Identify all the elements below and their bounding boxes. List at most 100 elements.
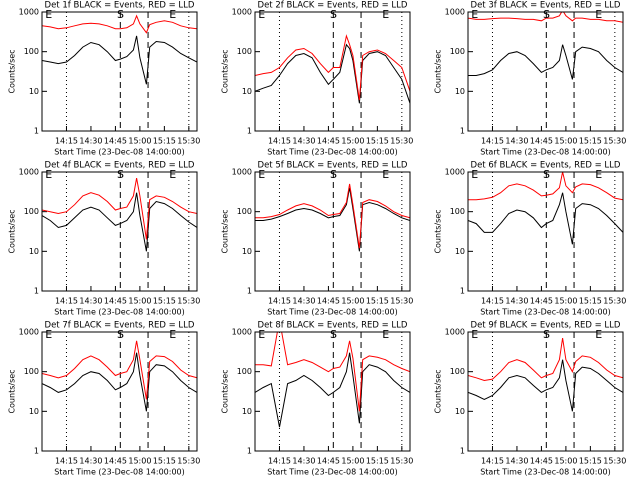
data-line xyxy=(42,192,197,252)
y-axis-label: Counts/sec xyxy=(221,209,230,253)
x-tick-label: 15:00 xyxy=(554,137,577,146)
x-tick-label: 14:30 xyxy=(505,457,528,466)
y-tick-label: 1 xyxy=(460,447,465,456)
annotation: E xyxy=(258,168,265,181)
y-tick-label: 1000 xyxy=(232,168,252,177)
y-tick-label: 10 xyxy=(455,247,465,256)
y-tick-label: 100 xyxy=(450,47,465,56)
x-tick-label: 15:00 xyxy=(128,297,151,306)
y-tick-label: 1000 xyxy=(232,328,252,337)
y-tick-label: 1000 xyxy=(19,8,39,17)
x-tick-label: 15:30 xyxy=(603,297,626,306)
x-tick-label: 15:00 xyxy=(554,457,577,466)
panel: Det 9f BLACK = Events, RED = LLD Start Ti… xyxy=(434,321,627,477)
plot-frame xyxy=(467,11,624,132)
x-tick-label: 14:30 xyxy=(79,297,102,306)
annotation: S xyxy=(330,8,337,21)
y-axis-label: Counts/sec xyxy=(8,209,17,253)
panel: Det 1f BLACK = Events, RED = LLD Start Ti… xyxy=(8,1,201,157)
annotation: E xyxy=(382,328,389,341)
x-tick-label: 15:15 xyxy=(153,457,176,466)
x-tick-label: 14:30 xyxy=(505,137,528,146)
panel: Det 6f BLACK = Events, RED = LLD Start Ti… xyxy=(434,161,627,317)
x-tick-label: 14:45 xyxy=(530,297,553,306)
x-tick-label: 15:00 xyxy=(341,137,364,146)
annotation: E xyxy=(471,8,478,21)
annotation: E xyxy=(471,328,478,341)
y-tick-label: 100 xyxy=(237,207,252,216)
y-tick-label: 10 xyxy=(29,247,39,256)
annotation: E xyxy=(169,8,176,21)
y-tick-label: 1 xyxy=(34,127,39,136)
y-tick-label: 100 xyxy=(24,47,39,56)
x-axis-label: Start Time (23-Dec-08 14:00:00) xyxy=(54,468,185,477)
x-tick-label: 14:15 xyxy=(481,137,504,146)
annotation: E xyxy=(169,328,176,341)
chart-title: Det 3f BLACK = Events, RED = LLD xyxy=(471,1,621,11)
y-tick-label: 1000 xyxy=(19,168,39,177)
plot-frame xyxy=(467,171,624,292)
data-line xyxy=(468,12,623,23)
annotation: E xyxy=(169,168,176,181)
x-tick-label: 15:30 xyxy=(390,137,413,146)
plot-frame xyxy=(467,331,624,452)
y-tick-label: 10 xyxy=(242,87,252,96)
data-line xyxy=(42,178,197,240)
y-tick-label: 1 xyxy=(34,287,39,296)
y-tick-label: 1000 xyxy=(19,328,39,337)
x-tick-label: 14:45 xyxy=(530,137,553,146)
y-axis-label: Counts/sec xyxy=(434,369,443,413)
data-line xyxy=(42,352,197,412)
panel: Det 2f BLACK = Events, RED = LLD Start Ti… xyxy=(221,1,414,157)
x-tick-label: 14:45 xyxy=(104,297,127,306)
y-tick-label: 1 xyxy=(34,447,39,456)
x-axis-label: Start Time (23-Dec-08 14:00:00) xyxy=(480,468,611,477)
annotation: E xyxy=(595,168,602,181)
y-axis-label: Counts/sec xyxy=(8,49,17,93)
y-tick-label: 10 xyxy=(242,247,252,256)
annotation: S xyxy=(117,8,124,21)
panel: Det 4f BLACK = Events, RED = LLD Start Ti… xyxy=(8,161,201,317)
chart-title: Det 2f BLACK = Events, RED = LLD xyxy=(258,1,408,11)
chart-title: Det 6f BLACK = Events, RED = LLD xyxy=(471,161,621,171)
x-tick-label: 15:00 xyxy=(554,297,577,306)
x-tick-label: 14:45 xyxy=(104,457,127,466)
annotation: E xyxy=(595,8,602,21)
x-tick-label: 15:00 xyxy=(341,457,364,466)
x-axis-label: Start Time (23-Dec-08 14:00:00) xyxy=(54,308,185,317)
x-tick-label: 15:00 xyxy=(341,297,364,306)
data-line xyxy=(255,183,410,249)
annotation: S xyxy=(543,328,550,341)
x-tick-label: 14:45 xyxy=(530,457,553,466)
x-tick-label: 15:30 xyxy=(390,297,413,306)
chart-title: Det 9f BLACK = Events, RED = LLD xyxy=(471,321,621,331)
x-tick-label: 14:45 xyxy=(317,297,340,306)
annotation: E xyxy=(45,8,52,21)
annotation: S xyxy=(543,8,550,21)
annotation: E xyxy=(382,168,389,181)
x-tick-label: 15:30 xyxy=(177,137,200,146)
annotation: S xyxy=(117,168,124,181)
y-tick-label: 100 xyxy=(450,367,465,376)
panel: Det 5f BLACK = Events, RED = LLD Start Ti… xyxy=(221,161,414,317)
annotation: S xyxy=(543,168,550,181)
x-tick-label: 14:15 xyxy=(55,297,78,306)
y-tick-label: 10 xyxy=(455,87,465,96)
x-tick-label: 14:15 xyxy=(481,297,504,306)
y-tick-label: 1 xyxy=(247,287,252,296)
y-tick-label: 100 xyxy=(24,207,39,216)
x-tick-label: 15:15 xyxy=(579,297,602,306)
x-tick-label: 14:15 xyxy=(268,297,291,306)
x-tick-label: 15:30 xyxy=(177,297,200,306)
data-line xyxy=(42,35,197,85)
x-tick-label: 14:45 xyxy=(317,137,340,146)
x-axis-label: Start Time (23-Dec-08 14:00:00) xyxy=(480,308,611,317)
y-axis-label: Counts/sec xyxy=(434,209,443,253)
x-axis-label: Start Time (23-Dec-08 14:00:00) xyxy=(54,148,185,157)
annotation: E xyxy=(258,8,265,21)
x-tick-label: 14:15 xyxy=(268,457,291,466)
data-line xyxy=(255,34,410,101)
data-line xyxy=(42,14,197,34)
data-line xyxy=(468,192,623,245)
x-tick-label: 14:15 xyxy=(268,137,291,146)
